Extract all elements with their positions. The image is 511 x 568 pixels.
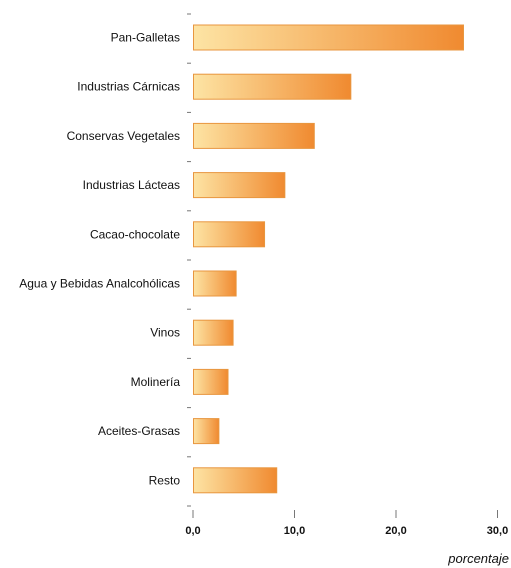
x-tick-label: 20,0 xyxy=(385,525,406,537)
bar xyxy=(193,270,237,297)
bar xyxy=(193,172,286,199)
category-label: Pan-Galletas xyxy=(111,31,180,45)
bar xyxy=(193,319,234,346)
category-label: Industrias Cárnicas xyxy=(77,80,180,94)
x-tick-label: 30,0 xyxy=(487,525,508,537)
bars xyxy=(193,24,464,494)
category-label: Industrias Lácteas xyxy=(83,178,180,192)
x-tick-label: 10,0 xyxy=(284,525,305,537)
category-label: Conservas Vegetales xyxy=(67,129,180,143)
category-labels: Pan-Galletas Industrias Cárnicas Conservas… xyxy=(19,31,180,488)
bar xyxy=(193,368,229,395)
category-label: Vinos xyxy=(150,326,180,340)
bar xyxy=(193,122,315,149)
category-label: Aceites-Grasas xyxy=(98,424,180,438)
x-tick-label: 0,0 xyxy=(185,525,200,537)
bar xyxy=(193,418,220,445)
bar xyxy=(193,221,266,248)
bar xyxy=(193,24,464,51)
bar xyxy=(193,467,278,494)
x-axis: 0,0 10,0 20,0 30,0 xyxy=(185,510,508,537)
category-label: Cacao-chocolate xyxy=(90,227,180,241)
category-label: Resto xyxy=(149,473,181,487)
bar xyxy=(193,73,352,100)
x-axis-title: porcentaje xyxy=(447,551,509,566)
category-label: Agua y Bebidas Analcohólicas xyxy=(19,277,180,291)
category-label: Molinería xyxy=(131,375,181,389)
category-ticks xyxy=(187,13,191,507)
